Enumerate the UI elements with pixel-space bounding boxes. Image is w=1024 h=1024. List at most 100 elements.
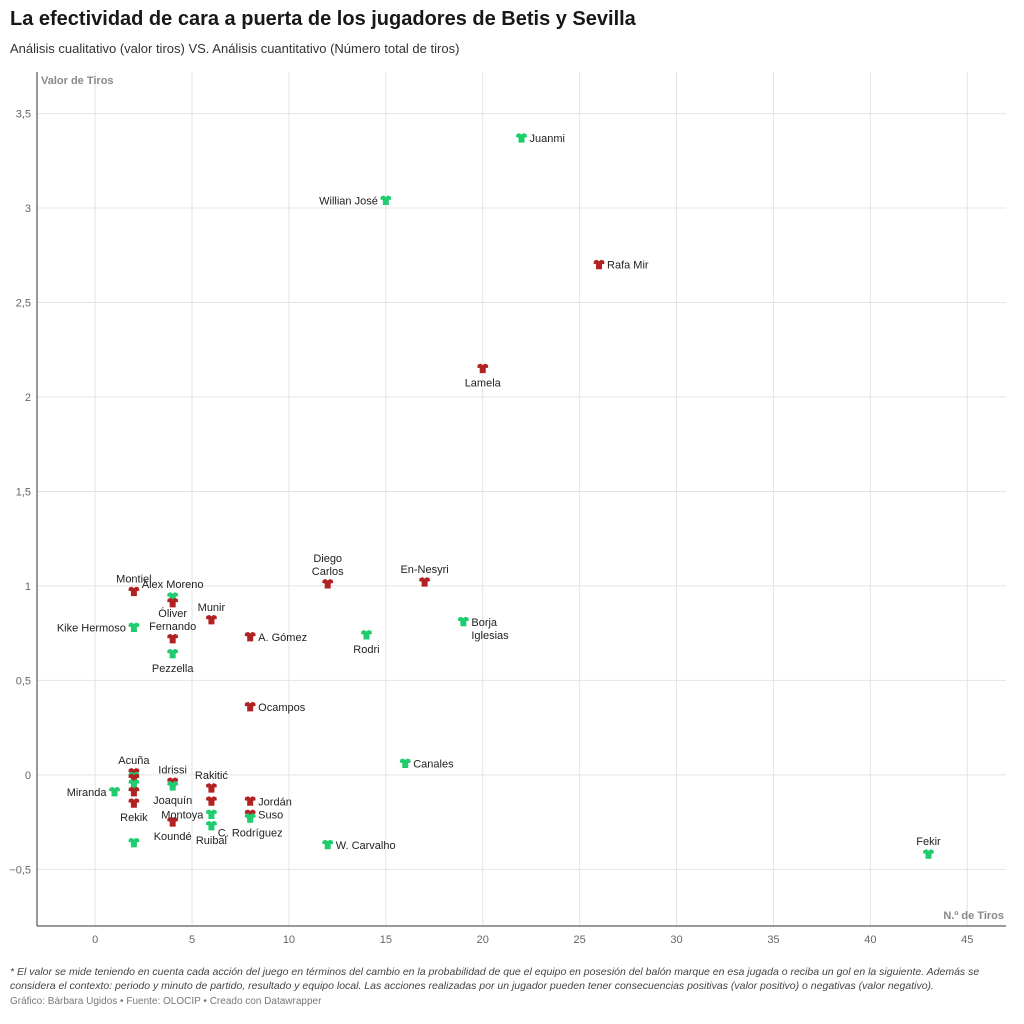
x-axis-label: N.º de Tiros xyxy=(943,910,1004,922)
data-point-sevilla xyxy=(322,579,334,589)
data-label: Ocampos xyxy=(258,702,306,714)
data-label-line: Rafa Mir xyxy=(607,260,649,272)
data-point-betis xyxy=(109,786,121,797)
chart-title: La efectividad de cara a puerta de los j… xyxy=(10,8,636,30)
data-label: Joaquín xyxy=(153,795,192,807)
y-tick-label: 0,5 xyxy=(16,675,31,687)
data-label: Borja Iglesias xyxy=(471,617,509,642)
data-label: Pezzella xyxy=(152,663,194,675)
data-point-betis xyxy=(922,849,934,859)
scatter-plot: −0,5 0 0,5 1 1,5 2 2,5 3 3,5 0 5 10 15 20 25 30 35 40 45 Va… xyxy=(9,72,1006,946)
data-label-line: Kike Hermoso xyxy=(57,622,126,634)
data-point-sevilla xyxy=(244,701,256,712)
data-point-betis xyxy=(167,648,179,659)
data-label-line: Willian José xyxy=(319,195,378,207)
data-label-line: Joaquín xyxy=(153,795,192,807)
x-tick-label: 30 xyxy=(670,934,682,946)
data-label-line: Fernando xyxy=(149,621,196,633)
data-point-sevilla xyxy=(593,259,605,270)
data-label: Juanmi xyxy=(530,133,565,145)
data-label-line: C. Rodríguez xyxy=(218,827,283,839)
data-label-line: Rakitić xyxy=(195,770,229,782)
data-label-line: Alex Moreno xyxy=(142,579,204,591)
data-point-betis xyxy=(128,837,140,848)
data-label: En-Nesyri xyxy=(400,564,448,576)
x-tick-label: 0 xyxy=(92,934,98,946)
data-point-sevilla xyxy=(128,586,140,597)
data-label: Canales xyxy=(413,759,454,771)
x-tick-label: 25 xyxy=(574,934,586,946)
data-point-sevilla xyxy=(205,614,217,625)
data-point-sevilla xyxy=(167,597,179,608)
data-point-betis xyxy=(244,813,256,823)
data-label: Miranda xyxy=(67,787,108,799)
data-point-betis xyxy=(516,133,527,143)
data-label: Rakitić xyxy=(195,770,229,782)
y-tick-label: 2,5 xyxy=(16,298,31,310)
data-label-line: Borja xyxy=(471,617,498,629)
credit-separator: • xyxy=(200,996,210,1007)
data-label: Kike Hermoso xyxy=(57,622,126,634)
credit-separator: • xyxy=(117,996,127,1007)
data-label-line: Jordán xyxy=(258,796,292,808)
data-label-line: Koundé xyxy=(154,831,192,843)
data-point-betis xyxy=(322,839,334,850)
footnote: * El valor se mide teniendo en cuenta ca… xyxy=(10,966,980,992)
data-label: Montoya xyxy=(161,810,204,822)
data-point-sevilla xyxy=(244,796,256,806)
data-label: Jordán xyxy=(258,796,292,808)
data-label: Óliver Fernando xyxy=(149,607,196,633)
data-label-line: W. Carvalho xyxy=(336,840,396,852)
x-tick-label: 5 xyxy=(189,934,195,946)
data-point-sevilla xyxy=(205,783,217,793)
y-tick-label: −0,5 xyxy=(9,864,31,876)
data-label-line: Acuña xyxy=(118,755,150,767)
x-tick-label: 10 xyxy=(283,934,295,946)
credit-line: Gráfico: Bárbara Ugidos • Fuente: OLOCIP… xyxy=(10,996,321,1007)
data-point-sevilla xyxy=(167,817,179,827)
data-label: Rekik xyxy=(120,812,148,824)
data-label-line: Idrissi xyxy=(158,764,187,776)
data-point-sevilla xyxy=(167,633,179,644)
data-label: A. Gómez xyxy=(258,632,307,644)
x-tick-label: 40 xyxy=(864,934,876,946)
data-point-betis xyxy=(205,809,217,820)
data-label-line: Ocampos xyxy=(258,702,306,714)
y-tick-label: 1 xyxy=(25,581,31,593)
data-label: Idrissi xyxy=(158,764,187,776)
data-label-line: Lamela xyxy=(465,378,502,390)
data-label: Fekir xyxy=(916,836,941,848)
data-label: Munir xyxy=(198,602,226,614)
data-point-betis xyxy=(360,630,372,640)
y-tick-label: 1,5 xyxy=(16,486,31,498)
data-label: Suso xyxy=(258,810,283,822)
data-point-betis xyxy=(128,779,140,789)
data-label-line: En-Nesyri xyxy=(400,564,448,576)
data-label-line: Carlos xyxy=(312,566,344,578)
data-label-line: Suso xyxy=(258,810,283,822)
data-label-line: Montoya xyxy=(161,810,204,822)
x-tick-label: 15 xyxy=(380,934,392,946)
data-label: Rafa Mir xyxy=(607,260,649,272)
data-label-line: Diego xyxy=(313,553,342,565)
data-label: Willian José xyxy=(319,195,378,207)
data-point-betis xyxy=(380,195,392,205)
data-point-sevilla xyxy=(205,796,217,806)
y-axis-label: Valor de Tiros xyxy=(41,75,114,87)
data-label-line: Montiel xyxy=(116,574,151,586)
data-point-betis xyxy=(167,781,179,791)
x-tick-label: 35 xyxy=(767,934,779,946)
data-label: Koundé xyxy=(154,831,192,843)
data-label-line: Fekir xyxy=(916,836,941,848)
y-tick-label: 2 xyxy=(25,392,31,404)
y-tick-label: 3,5 xyxy=(16,109,31,121)
data-point-betis xyxy=(205,820,217,831)
data-label-line: Óliver xyxy=(158,607,187,620)
data-label: C. Rodríguez xyxy=(218,827,283,839)
data-label-line: Rodri xyxy=(353,644,379,656)
data-label: W. Carvalho xyxy=(336,840,396,852)
data-label-line: A. Gómez xyxy=(258,632,307,644)
data-label-line: Juanmi xyxy=(530,133,565,145)
data-label-line: Rekik xyxy=(120,812,148,824)
data-label: Diego Carlos xyxy=(312,553,344,578)
